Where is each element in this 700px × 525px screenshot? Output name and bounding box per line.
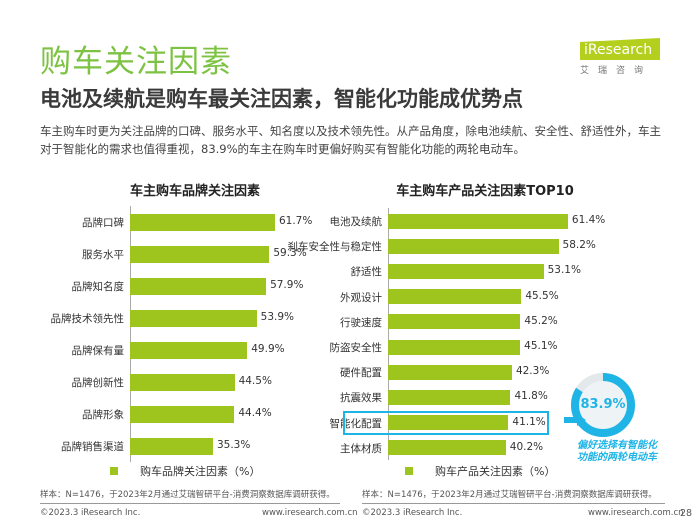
- bar: [130, 245, 270, 263]
- value-label: 41.8%: [514, 390, 548, 403]
- category-label: 刹车安全性与稳定性: [287, 241, 383, 254]
- category-label: 品牌保有量: [71, 345, 125, 357]
- category-label: 防盗安全性: [329, 342, 383, 354]
- value-label: 58.2%: [562, 239, 596, 252]
- axis-line: [388, 208, 389, 461]
- value-label: 45.1%: [524, 340, 558, 352]
- category-label: 品牌销售渠道: [61, 441, 124, 453]
- callout-line1: 偏好选择有智能化: [577, 440, 657, 451]
- donut-arc: [571, 373, 635, 437]
- category-label: 抗震效果: [340, 392, 382, 405]
- page-title: 购车关注因素: [40, 44, 232, 80]
- callout-text: 偏好选择有智能化 功能的两轮电动车: [576, 440, 658, 464]
- category-label: 品牌知名度: [71, 281, 125, 293]
- callout-line2: 功能的两轮电动车: [577, 452, 657, 463]
- page-number: 28: [680, 508, 693, 519]
- value-label: 49.9%: [251, 343, 285, 355]
- category-label: 电池及续航: [329, 216, 383, 228]
- description: 车主购车时更为关注品牌的口碑、服务水平、知名度以及技术领先性。从产品角度，除电池…: [40, 124, 661, 156]
- source-note-right: 样本：N=1476，于2023年2月通过艾瑞智研平台-消费洞察数据库调研获得。: [362, 490, 657, 500]
- logo-text: iResearch: [580, 38, 660, 60]
- page-subtitle: 电池及续航是购车最关注因素，智能化功能成优势点: [40, 87, 523, 111]
- bar: [388, 289, 522, 305]
- bar: [388, 389, 511, 405]
- arrow-icon: [564, 414, 586, 426]
- value-label: 53.9%: [260, 311, 295, 323]
- bar: [388, 213, 568, 229]
- callout-donut: [571, 373, 635, 437]
- value-label: 45.5%: [525, 289, 559, 302]
- divider: [40, 503, 340, 504]
- value-label: 40.2%: [509, 440, 544, 453]
- legend-swatch: [110, 467, 118, 475]
- value-label: 61.7%: [278, 215, 313, 227]
- bar: [388, 440, 506, 456]
- category-label: 品牌口碑: [82, 217, 124, 229]
- category-label: 品牌技术领先性: [50, 313, 125, 325]
- category-label: 智能化配置: [329, 417, 383, 430]
- category-label: 外观设计: [340, 291, 382, 304]
- bar: [130, 341, 248, 359]
- bar: [388, 238, 559, 254]
- logo-subtext: 艾瑞咨询: [580, 66, 653, 76]
- category-label: 品牌形象: [82, 409, 124, 421]
- iresearch-logo: iResearch 艾瑞咨询: [580, 38, 660, 76]
- category-label: 舒适性: [350, 266, 383, 279]
- category-label: 品牌创新性: [71, 377, 125, 389]
- category-label: 服务水平: [82, 249, 124, 261]
- bar: [388, 415, 509, 431]
- bar: [388, 364, 512, 380]
- value-label: 61.4%: [571, 214, 606, 226]
- chart2-legend: 购车产品关注因素（%）: [405, 463, 555, 479]
- value-label: 57.9%: [270, 279, 304, 291]
- copyright: ©2023.3 iResearch Inc.: [362, 508, 463, 518]
- category-label: 行驶速度: [340, 316, 382, 329]
- bar: [130, 277, 267, 295]
- bar: [130, 405, 235, 423]
- legend-swatch: [405, 467, 413, 475]
- chart1-title: 车主购车品牌关注因素: [129, 184, 260, 199]
- bar: [130, 309, 257, 327]
- value-label: 44.5%: [238, 375, 272, 387]
- callout-value: 83.9%: [580, 397, 626, 412]
- bar: [130, 213, 275, 231]
- chart2-title: 车主购车产品关注因素TOP10: [396, 184, 574, 199]
- bar: [388, 263, 544, 279]
- highlight-box: [343, 410, 550, 435]
- value-label: 53.1%: [547, 264, 581, 277]
- legend-label: 购车品牌关注因素（%）: [140, 465, 261, 478]
- legend-label: 购车产品关注因素（%）: [435, 465, 556, 478]
- source-note-left: 样本：N=1476，于2023年2月通过艾瑞智研平台-消费洞察数据库调研获得。: [40, 490, 335, 500]
- axis-line: [130, 206, 131, 462]
- divider: [362, 503, 665, 504]
- bar: [130, 437, 213, 455]
- value-label: 59.3%: [273, 247, 307, 259]
- bar: [388, 314, 521, 330]
- website-link[interactable]: www.iresearch.com.cn: [262, 508, 358, 518]
- category-label: 主体材质: [340, 442, 382, 455]
- value-label: 35.3%: [216, 439, 251, 451]
- value-label: 45.2%: [524, 314, 558, 327]
- copyright: ©2023.3 iResearch Inc.: [40, 508, 141, 518]
- website-link[interactable]: www.iresearch.com.cn: [588, 508, 684, 518]
- chart1-legend: 购车品牌关注因素（%）: [110, 463, 260, 479]
- bar: [130, 373, 235, 391]
- bar: [388, 339, 521, 355]
- category-label: 硬件配置: [340, 367, 382, 380]
- value-label: 42.3%: [515, 365, 550, 378]
- value-label: 44.4%: [238, 407, 272, 419]
- value-label: 41.1%: [512, 415, 546, 428]
